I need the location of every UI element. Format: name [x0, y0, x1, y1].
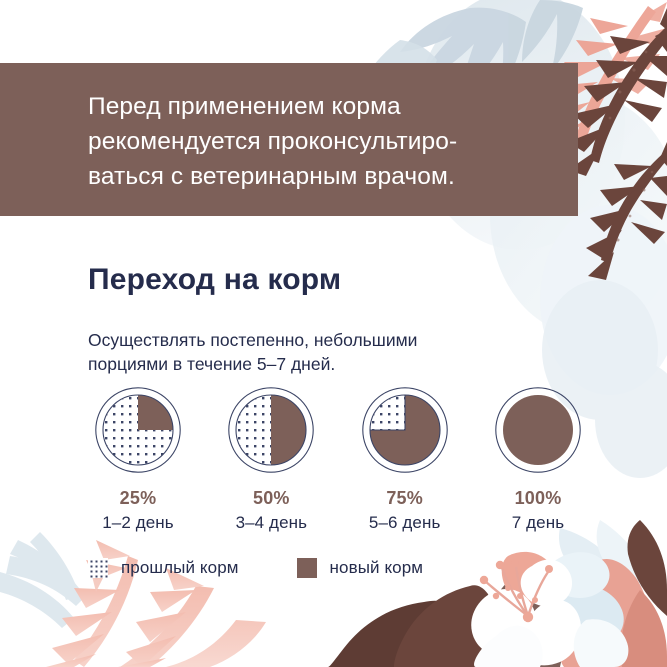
step-2: 50% 3–4 день: [221, 386, 321, 533]
step-percent: 50%: [253, 488, 290, 508]
dotted-swatch-icon: [88, 558, 108, 578]
dial-50: [227, 386, 315, 474]
legend-item-new-food: новый корм: [296, 558, 424, 578]
step-percent: 100%: [514, 488, 562, 508]
legend-label-old-food: прошлый корм: [121, 558, 239, 577]
step-day: 5–6 день: [368, 513, 441, 532]
step-4: 100% 7 день: [488, 386, 588, 533]
step-percent: 75%: [386, 488, 423, 508]
step-1: 25% 1–2 день: [88, 386, 188, 533]
step-3: 75% 5–6 день: [355, 386, 455, 533]
legend-item-old-food: прошлый корм: [88, 558, 239, 578]
page-subtitle: Осуществлять постепенно, небольшими порц…: [88, 329, 418, 374]
page-title: Переход на корм: [88, 263, 342, 297]
step-day: 7 день: [511, 513, 565, 532]
step-day: 3–4 день: [235, 513, 308, 532]
transition-steps: 25% 1–2 день: [88, 386, 588, 533]
chart-legend: прошлый корм новый корм: [88, 558, 423, 578]
solid-brown-swatch-icon: [296, 558, 317, 578]
step-percent: 25%: [119, 488, 157, 508]
legend-label-new-food: новый корм: [329, 558, 424, 577]
step-day: 1–2 день: [102, 513, 174, 532]
dial-25: [94, 386, 182, 474]
dial-75: [361, 386, 449, 474]
dial-100: [494, 386, 582, 474]
